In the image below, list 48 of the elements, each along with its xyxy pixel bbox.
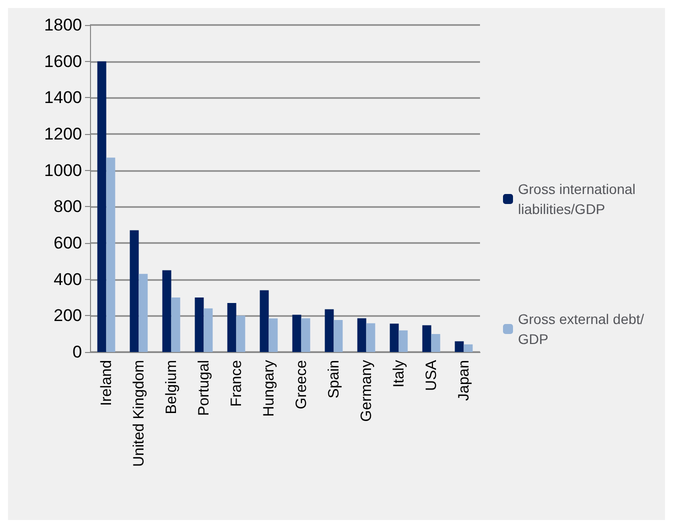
bar (398, 330, 408, 352)
bar (194, 298, 204, 352)
bar (366, 323, 376, 352)
bar (204, 308, 213, 352)
y-tick-label: 1200 (44, 124, 82, 144)
bar (464, 344, 473, 352)
bar (268, 318, 278, 352)
y-tick-label: 1000 (44, 160, 82, 180)
bar (390, 324, 399, 352)
bar (260, 290, 269, 352)
x-tick-label: France (228, 360, 245, 407)
y-tick-label: 200 (54, 306, 82, 326)
bar (106, 158, 116, 352)
bar (454, 341, 464, 352)
bar (236, 316, 246, 352)
bar (324, 309, 334, 352)
x-tick-label: USA (422, 360, 440, 391)
y-tick-label: 1800 (44, 16, 82, 34)
x-tick-label: United Kingdom (130, 360, 148, 467)
x-tick-label: Spain (325, 360, 342, 398)
bar (301, 318, 310, 352)
legend-label: Gross external debt/GDP (518, 311, 644, 347)
bar (227, 302, 236, 352)
y-tick-label: 1600 (44, 52, 82, 71)
x-tick-label: Portugal (195, 360, 212, 416)
bar (292, 314, 302, 352)
x-tick-label: Ireland (98, 360, 115, 406)
bar (162, 270, 172, 352)
x-tick-label: Germany (358, 360, 375, 422)
x-tick-label: Italy (390, 360, 408, 388)
x-tick-label: Hungary (260, 360, 278, 417)
bar (130, 230, 139, 352)
bar (422, 325, 432, 352)
x-tick-label: Greece (292, 360, 310, 410)
bar (97, 61, 106, 352)
bar (138, 274, 148, 352)
legend-label: Gross international liabilities/GDP (518, 181, 640, 217)
bar (357, 318, 366, 352)
y-tick-label: 0 (72, 342, 82, 362)
bar (431, 334, 440, 352)
y-tick-label: 600 (54, 234, 82, 252)
bar (334, 320, 343, 352)
bar (171, 298, 180, 352)
y-tick-label: 400 (54, 270, 82, 289)
y-tick-label: 1400 (44, 88, 82, 108)
y-tick-label: 800 (54, 197, 82, 216)
x-tick-label: Japan (455, 360, 472, 401)
x-tick-label: Belgium (162, 360, 180, 414)
